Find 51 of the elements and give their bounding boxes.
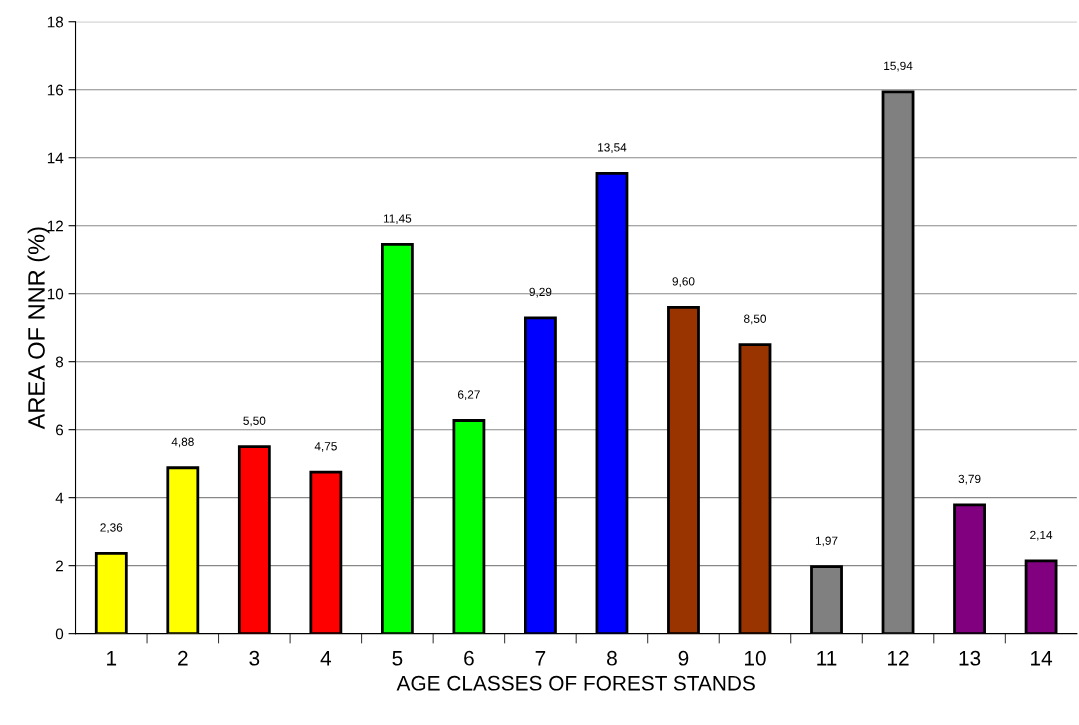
x-tick-label: 8 bbox=[607, 650, 617, 666]
bar bbox=[94, 552, 128, 634]
x-tick-label: 14 bbox=[1031, 651, 1053, 666]
y-tick-label: 10 bbox=[47, 288, 64, 300]
x-tick-label: 4 bbox=[320, 651, 332, 666]
bar bbox=[309, 470, 343, 634]
x-tick-label: 11 bbox=[817, 651, 837, 666]
bar bbox=[524, 316, 557, 634]
y-tick-label: 2 bbox=[56, 560, 63, 572]
data-label: 4,75 bbox=[314, 442, 337, 452]
bar bbox=[667, 305, 700, 634]
x-tick-label: 7 bbox=[535, 651, 546, 666]
data-label: 13,54 bbox=[598, 143, 627, 153]
bar bbox=[1024, 559, 1058, 634]
x-tick-label: 1 bbox=[107, 651, 117, 666]
data-label: 2,36 bbox=[100, 523, 123, 534]
bar bbox=[380, 243, 414, 634]
data-label: 3,79 bbox=[958, 474, 981, 485]
x-tick-label: 3 bbox=[249, 650, 260, 666]
bar bbox=[452, 419, 486, 634]
data-label: 11,45 bbox=[383, 214, 412, 225]
y-tick-label: 8 bbox=[55, 356, 64, 368]
data-label: 9,29 bbox=[529, 287, 552, 298]
data-label: 5,50 bbox=[243, 416, 266, 427]
bar bbox=[953, 503, 986, 634]
bar bbox=[166, 466, 200, 634]
data-label: 9,60 bbox=[672, 277, 695, 287]
y-tick-label: 16 bbox=[47, 84, 64, 96]
y-tick-label: 0 bbox=[55, 628, 64, 640]
data-label: 4,88 bbox=[171, 437, 194, 448]
y-tick-label: 12 bbox=[47, 220, 63, 232]
y-tick-label: 18 bbox=[47, 16, 64, 28]
data-label: 2,14 bbox=[1030, 530, 1053, 541]
data-label: 8,50 bbox=[744, 314, 767, 325]
bar bbox=[595, 171, 629, 634]
x-tick-label: 12 bbox=[888, 650, 909, 666]
x-tick-label: 2 bbox=[178, 650, 188, 666]
x-tick-label: 9 bbox=[678, 650, 689, 666]
y-tick-label: 14 bbox=[47, 152, 64, 164]
y-tick-label: 6 bbox=[56, 424, 64, 436]
data-label: 6,27 bbox=[458, 390, 480, 401]
x-tick-label: 13 bbox=[959, 650, 981, 666]
x-tick-label: 5 bbox=[392, 651, 403, 666]
y-tick-label: 4 bbox=[55, 492, 64, 504]
data-label: 1,97 bbox=[815, 536, 838, 547]
bar bbox=[237, 445, 271, 634]
x-axis-title: AGE CLASSES OF FOREST STANDS bbox=[396, 675, 755, 691]
bar bbox=[738, 343, 772, 634]
x-tick-label: 10 bbox=[744, 650, 766, 666]
x-tick-label: 6 bbox=[464, 650, 474, 666]
data-label: 15,94 bbox=[884, 61, 913, 72]
